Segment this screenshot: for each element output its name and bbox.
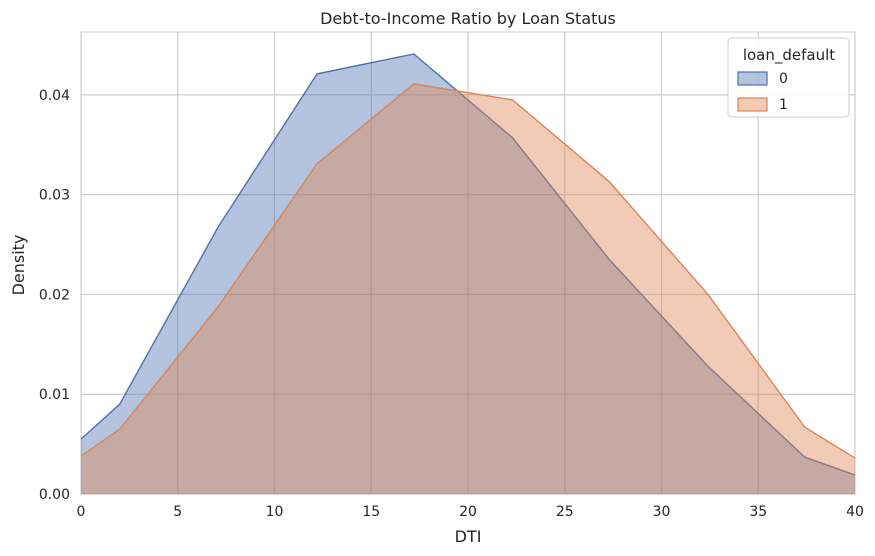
- legend-title: loan_default: [743, 46, 835, 65]
- x-tick-label: 40: [846, 504, 864, 520]
- y-tick-label: 0.01: [39, 387, 70, 403]
- y-axis-ticks: 0.00 0.01 0.02 0.03 0.04: [39, 88, 70, 503]
- y-axis-label: Density: [9, 235, 28, 296]
- x-tick-label: 20: [459, 504, 477, 520]
- grid: [80, 31, 856, 495]
- y-tick-label: 0.00: [39, 487, 70, 503]
- legend-swatch-series-0: [737, 71, 768, 86]
- area-fill-series-0: [81, 53, 855, 494]
- x-tick-label: 10: [266, 504, 284, 520]
- legend-label-series-0: 0: [779, 71, 788, 87]
- y-tick-label: 0.03: [39, 188, 70, 204]
- x-axis-ticks: 0 5 10 15 20 25 30 35 40: [77, 504, 864, 520]
- legend-frame: [727, 37, 850, 118]
- x-tick-label: 30: [653, 504, 671, 520]
- x-tick-label: 15: [362, 504, 380, 520]
- area-fill-series-1: [81, 83, 855, 494]
- x-tick-label: 5: [173, 504, 182, 520]
- legend: loan_default 01: [727, 37, 850, 118]
- legend-label-series-1: 1: [779, 97, 788, 113]
- plot-areas: [80, 53, 856, 494]
- x-axis-label: DTI: [455, 527, 482, 546]
- legend-swatch-series-1: [737, 97, 768, 112]
- y-tick-label: 0.04: [39, 88, 70, 104]
- x-tick-label: 25: [556, 504, 574, 520]
- y-tick-label: 0.02: [39, 287, 70, 303]
- legend-entries: 01: [737, 71, 788, 113]
- x-tick-label: 0: [77, 504, 86, 520]
- x-tick-label: 35: [749, 504, 767, 520]
- density-line-series-1: [80, 83, 856, 459]
- density-line-series-0: [80, 53, 856, 476]
- chart-title: Debt-to-Income Ratio by Loan Status: [320, 9, 616, 28]
